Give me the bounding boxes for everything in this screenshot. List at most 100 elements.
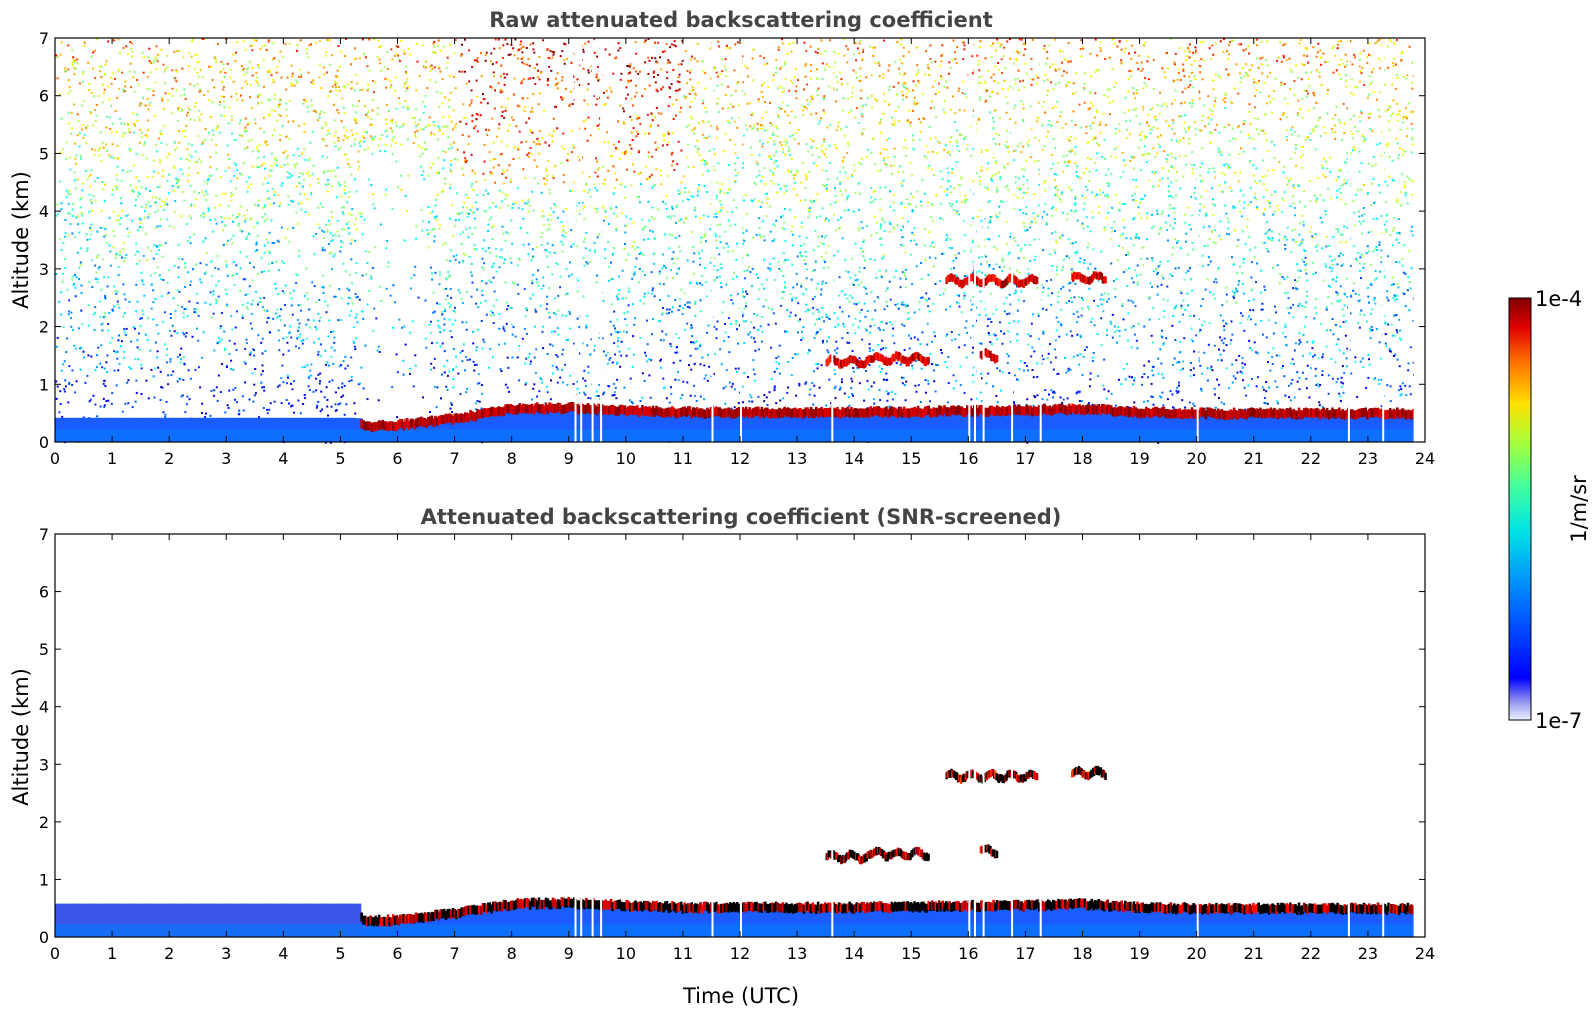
noise-pixel: [792, 188, 795, 190]
noise-pixel: [526, 63, 529, 66]
noise-pixel: [1098, 123, 1101, 126]
noise-pixel: [214, 267, 217, 269]
noise-pixel: [933, 246, 935, 249]
noise-pixel: [1342, 382, 1345, 385]
noise-pixel: [1116, 259, 1119, 262]
noise-pixel: [1388, 175, 1391, 178]
noise-pixel: [376, 112, 379, 115]
noise-pixel: [302, 403, 305, 405]
noise-pixel: [545, 167, 547, 170]
noise-pixel: [472, 360, 475, 363]
noise-pixel: [1272, 169, 1275, 172]
noise-pixel: [765, 215, 768, 218]
noise-pixel: [74, 142, 77, 145]
noise-pixel: [1151, 259, 1154, 262]
noise-pixel: [69, 223, 72, 225]
noise-pixel: [317, 353, 320, 356]
noise-pixel: [1340, 191, 1343, 194]
noise-pixel: [523, 106, 526, 109]
noise-pixel: [854, 317, 857, 320]
noise-pixel: [333, 169, 336, 172]
noise-pixel: [318, 319, 321, 322]
noise-pixel: [358, 212, 361, 215]
noise-pixel: [665, 266, 668, 269]
noise-pixel: [1368, 93, 1370, 96]
noise-pixel: [1048, 120, 1051, 123]
noise-pixel: [133, 131, 135, 134]
noise-pixel: [861, 58, 864, 61]
noise-pixel: [903, 271, 906, 274]
noise-pixel: [343, 180, 346, 183]
noise-pixel: [86, 374, 89, 377]
noise-pixel: [992, 267, 995, 270]
noise-pixel: [489, 251, 492, 254]
noise-pixel: [963, 275, 966, 277]
noise-pixel: [1297, 304, 1300, 307]
noise-pixel: [144, 333, 147, 336]
noise-pixel: [857, 182, 860, 185]
noise-pixel: [868, 364, 871, 366]
noise-pixel: [300, 75, 303, 78]
noise-pixel: [214, 56, 217, 59]
noise-pixel: [104, 385, 107, 387]
noise-pixel: [750, 199, 753, 202]
noise-pixel: [1037, 204, 1040, 207]
noise-pixel: [1289, 205, 1292, 208]
noise-pixel: [372, 203, 375, 206]
noise-pixel: [850, 377, 853, 380]
noise-pixel: [1069, 330, 1072, 333]
noise-pixel: [555, 354, 558, 357]
noise-pixel: [855, 59, 858, 62]
noise-pixel: [684, 303, 686, 306]
noise-pixel: [373, 135, 376, 138]
noise-pixel: [1091, 403, 1094, 406]
noise-pixel: [276, 316, 279, 319]
noise-pixel: [326, 231, 329, 233]
noise-pixel: [332, 255, 335, 258]
noise-pixel: [1150, 395, 1153, 398]
noise-pixel: [909, 203, 912, 206]
noise-pixel: [498, 189, 501, 192]
noise-pixel: [307, 213, 310, 216]
noise-pixel: [246, 308, 249, 310]
noise-pixel: [81, 80, 84, 83]
noise-pixel: [526, 231, 529, 234]
noise-pixel: [1394, 334, 1397, 337]
noise-pixel: [805, 303, 808, 306]
noise-pixel: [76, 58, 79, 61]
noise-pixel: [813, 370, 815, 373]
noise-pixel: [866, 148, 869, 151]
noise-pixel: [116, 303, 119, 306]
noise-pixel: [389, 294, 392, 297]
noise-pixel: [547, 265, 549, 268]
noise-pixel: [115, 188, 118, 191]
noise-pixel: [85, 126, 87, 129]
noise-pixel: [902, 225, 905, 228]
noise-pixel: [241, 316, 244, 319]
noise-pixel: [1370, 264, 1372, 267]
noise-pixel: [333, 103, 335, 106]
noise-pixel: [1036, 286, 1039, 289]
noise-pixel: [186, 271, 189, 274]
noise-pixel: [932, 302, 935, 305]
noise-pixel: [462, 174, 465, 177]
noise-pixel: [1201, 372, 1204, 375]
noise-pixel: [778, 344, 781, 347]
noise-pixel: [623, 153, 626, 155]
noise-pixel: [775, 71, 777, 74]
noise-pixel: [671, 160, 674, 163]
noise-pixel: [1091, 360, 1094, 363]
noise-pixel: [1090, 320, 1093, 323]
noise-pixel: [80, 197, 83, 199]
noise-pixel: [131, 406, 134, 409]
noise-pixel: [485, 210, 488, 213]
noise-pixel: [758, 154, 761, 157]
noise-pixel: [229, 368, 232, 370]
noise-pixel: [149, 349, 152, 352]
noise-pixel: [480, 280, 483, 282]
noise-pixel: [819, 328, 822, 331]
noise-pixel: [761, 96, 764, 98]
noise-pixel: [476, 194, 479, 197]
noise-pixel: [314, 326, 317, 328]
noise-pixel: [202, 212, 205, 215]
